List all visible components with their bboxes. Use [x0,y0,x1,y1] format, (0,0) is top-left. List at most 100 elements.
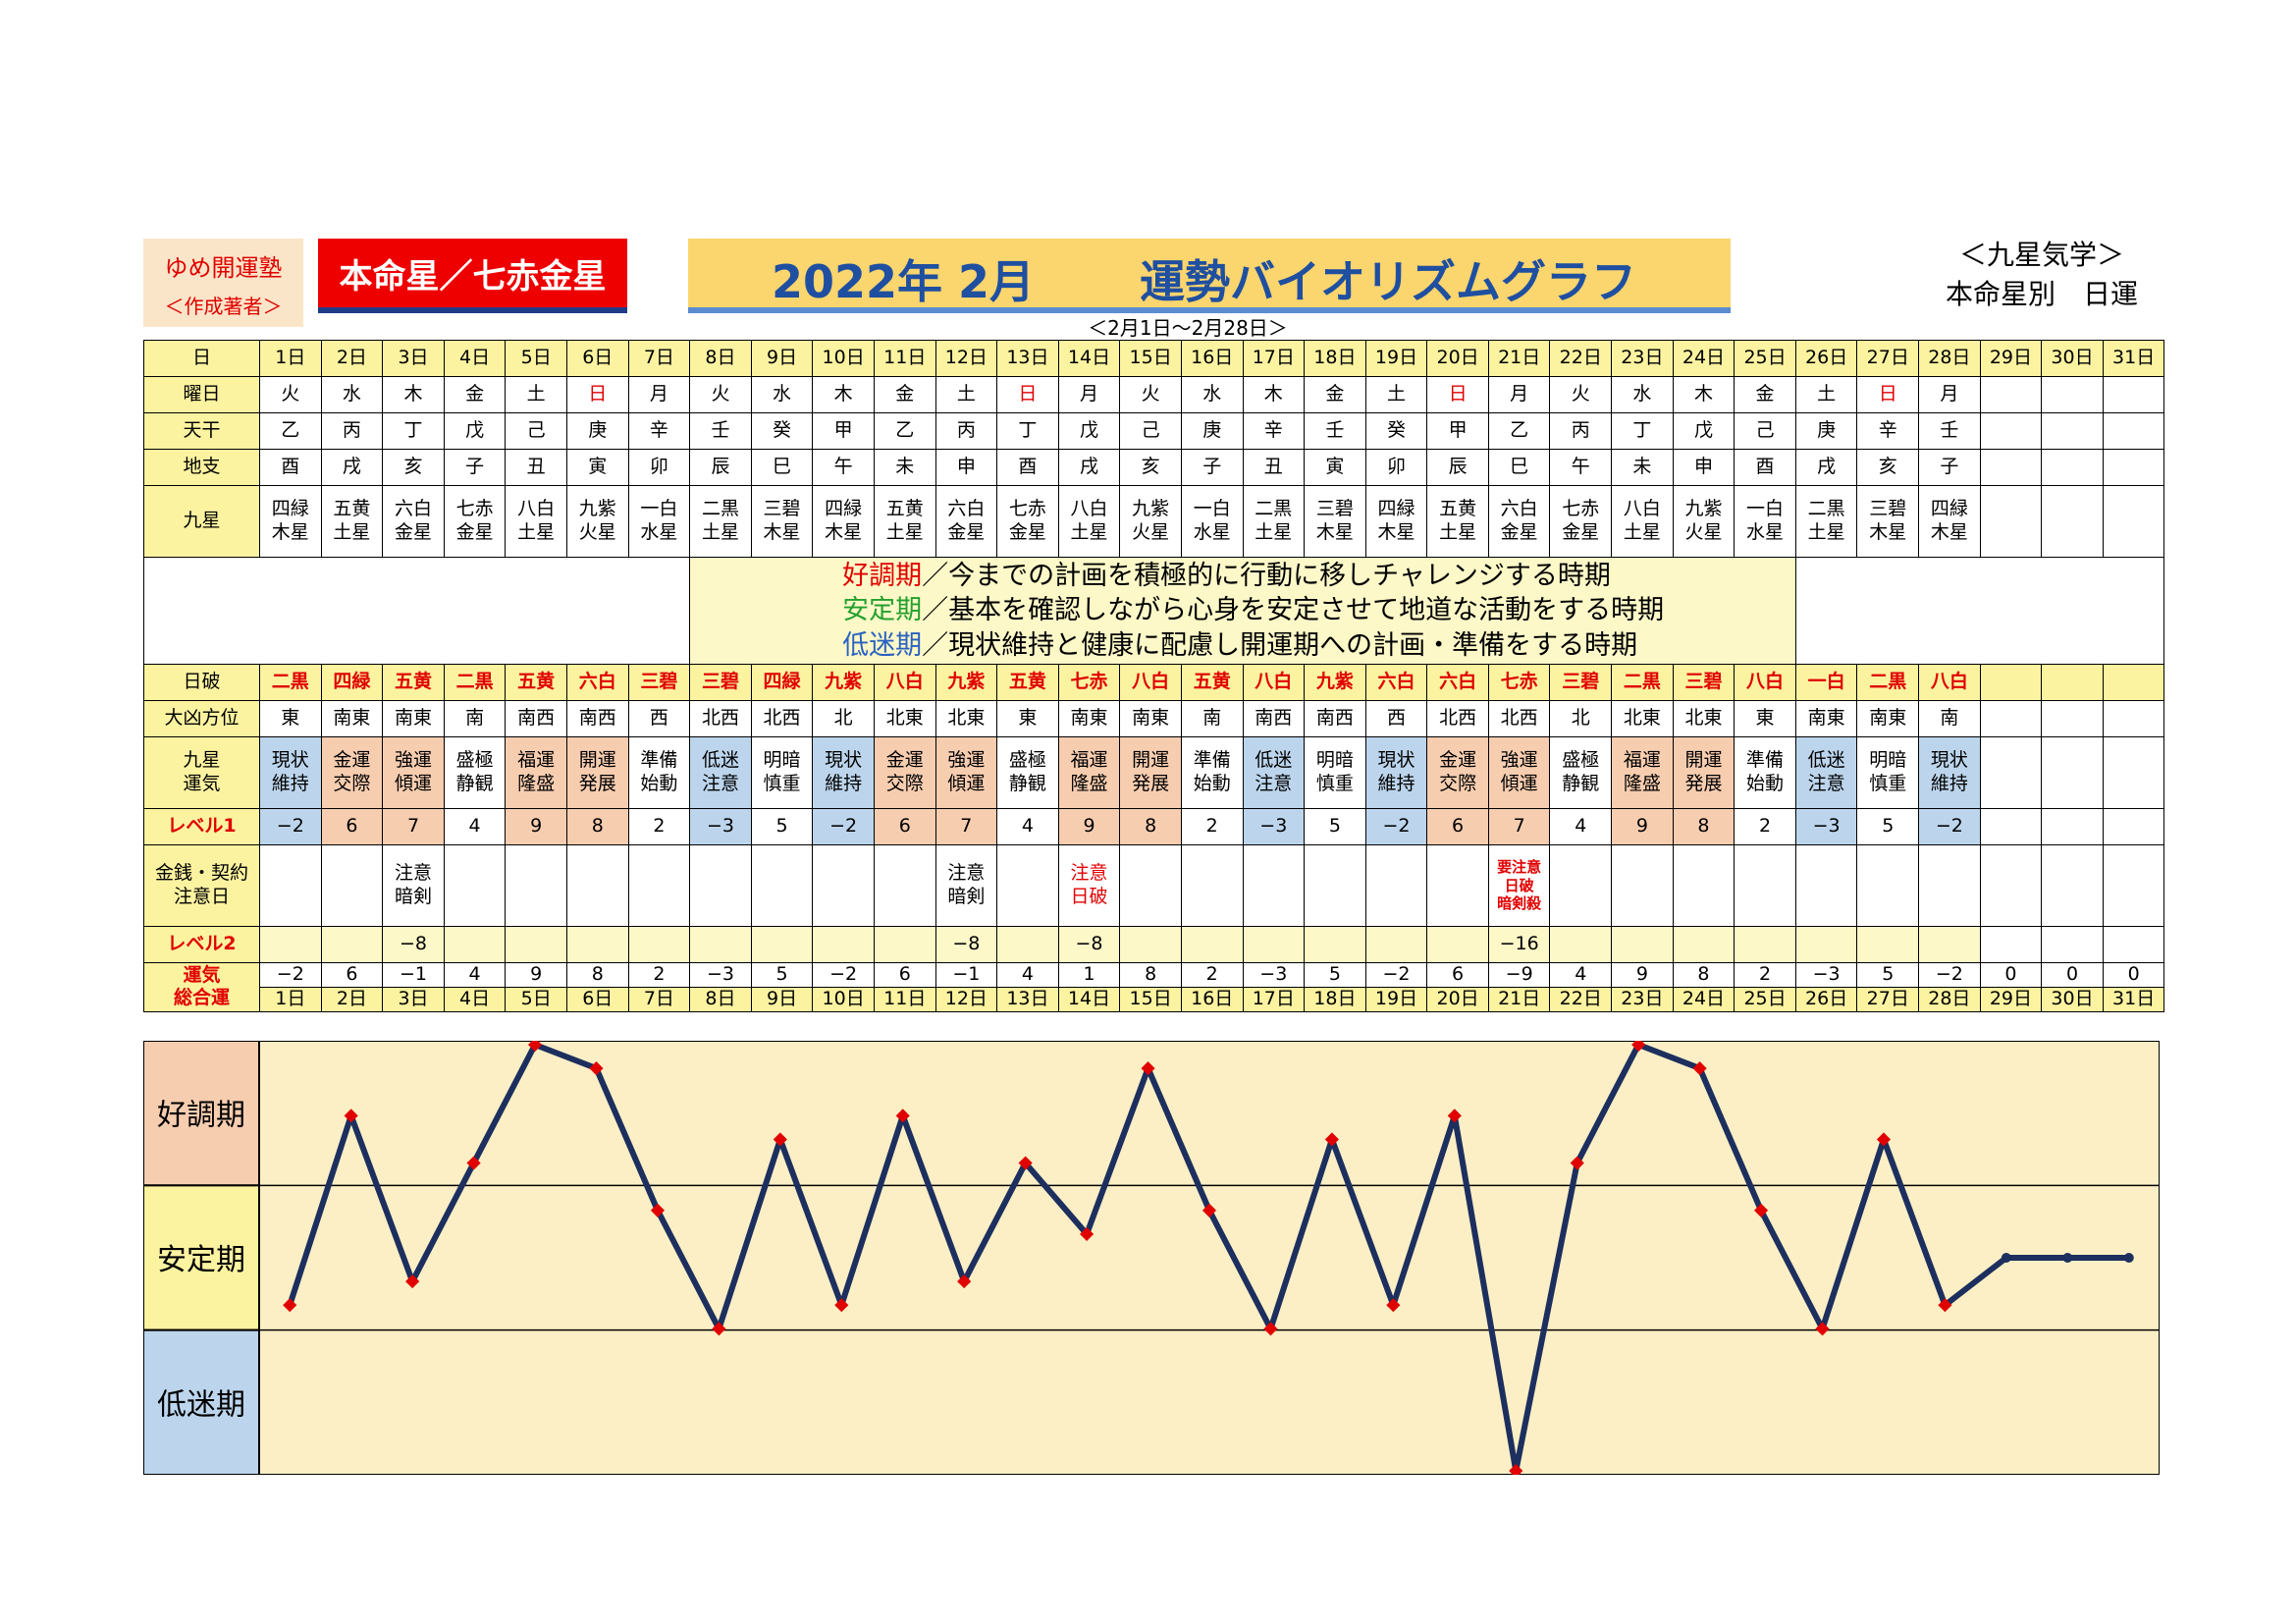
kyusei-cell: 三碧 木星 [750,485,814,558]
weekday-cell: 土 [934,376,998,413]
kinsen-cell [996,844,1059,927]
chishi-cell: 亥 [1119,449,1182,486]
day-cell: 4日 [443,340,507,377]
nichiha-cell: 三碧 [1672,664,1735,701]
row-label-level1: レベル1 [143,808,260,845]
level1-cell [2041,808,2104,845]
level1-cell: 2 [1734,808,1796,845]
day2-cell: 25日 [1734,986,1796,1012]
tenkan-cell: 戊 [1672,412,1735,450]
level2-cell [2041,926,2104,963]
level2-cell [1794,926,1858,963]
nichiha-cell: 三碧 [627,664,691,701]
daikyo-cell: 南西 [565,700,629,737]
day-cell: 29日 [1979,340,2043,377]
unki-cell: 開運 発展 [1672,736,1735,809]
weekday-cell: 日 [1426,376,1489,413]
day2-cell: 1日 [259,986,322,1012]
level1-cell: −2 [1364,808,1428,845]
daikyo-cell: 東 [996,700,1059,737]
fortune-table: 日 1日 2日 3日 4日 5日 6日 7日 8日 9日 10日 11日 12日 13日 14日 15日 16日… [142,340,2165,1012]
unki-cell: 低迷 注意 [1242,736,1306,809]
kinsen-cell [565,844,629,927]
daikyo-cell: 北東 [1611,700,1674,737]
band-0 [143,1041,260,1187]
sogo-cell: 2 [1734,962,1796,988]
data-point [1509,1463,1523,1475]
legend-row: 好調期／今までの計画を積極的に行動に移しチャレンジする時期 安定期／基本を確認しな… [142,557,2165,665]
level2-cell: −8 [1057,926,1121,963]
level1-cell: 7 [1487,808,1551,845]
data-point [1324,1132,1339,1147]
sogo-cell: 9 [1611,962,1674,988]
weekday-cell: 火 [1549,376,1613,413]
weekday-cell: 木 [1672,376,1735,413]
level1-cell: −2 [259,808,322,845]
row-label-weekday: 曜日 [143,376,260,413]
daikyo-cell: 南西 [505,700,567,737]
unki-cell: 金運 交際 [320,736,384,809]
level2-cell [1979,926,2043,963]
data-point [405,1274,420,1289]
row-chishi: 地支酉戌亥子丑寅卯辰巳午未申酉戌亥子丑寅卯辰巳午未申酉戌亥子 [143,449,2165,486]
level2-cell [505,926,567,963]
weekday-cell: 金 [443,376,507,413]
kinsen-cell [505,844,567,927]
tenkan-cell: 丁 [996,412,1059,450]
chishi-cell: 戌 [1057,449,1121,486]
level2-cell [443,926,507,963]
day2-cell: 21日 [1487,986,1551,1012]
tenkan-cell: 乙 [259,412,322,450]
level2-cell [689,926,752,963]
daikyo-cell: 東 [259,700,322,737]
chishi-cell: 寅 [565,449,629,486]
title-banner: 2022年 2月 運勢バイオリズムグラフ [688,239,1731,313]
nichiha-cell: 七赤 [1487,664,1551,701]
kinsen-cell [259,844,322,927]
level1-cell [1979,808,2043,845]
day-cell: 10日 [812,340,875,377]
weekday-cell: 月 [1057,376,1121,413]
chishi-cell: 辰 [689,449,752,486]
day2-cell: 24日 [1672,986,1735,1012]
row-label-kinsen: 金銭・契約 注意日 [143,844,260,927]
day2-cell: 17日 [1242,986,1306,1012]
weekday-cell: 木 [812,376,875,413]
day2-cell: 22日 [1549,986,1613,1012]
day-cell: 30日 [2041,340,2104,377]
kinsen-cell [1611,844,1674,927]
unki-cell: 現状 維持 [259,736,322,809]
kinsen-cell [1672,844,1735,927]
kinsen-cell [1426,844,1489,927]
nichiha-cell: 八白 [1918,664,1981,701]
day2-cell: 6日 [565,986,629,1012]
data-point [1876,1132,1892,1147]
kyusei-cell: 三碧 木星 [1304,485,1366,558]
chishi-cell: 巳 [1487,449,1551,486]
sogo-cell: 5 [1304,962,1366,988]
level2-cell [1119,926,1182,963]
kyusei-cell [2041,485,2104,558]
day2-cell: 19日 [1364,986,1428,1012]
sogo-cell: 6 [1426,962,1489,988]
unki-cell: 盛極 静観 [996,736,1059,809]
day-cell: 8日 [689,340,752,377]
weekday-cell: 日 [565,376,629,413]
title-date: 2022年 2月 [772,255,1036,308]
daikyo-cell [2102,700,2165,737]
unki-cell: 強運 傾運 [1487,736,1551,809]
kinsen-cell [873,844,936,927]
sogo-cell: 5 [1856,962,1920,988]
chishi-cell: 丑 [505,449,567,486]
tenkan-cell [2102,412,2165,450]
day2-cell: 27日 [1856,986,1920,1012]
kinsen-cell [750,844,814,927]
daikyo-cell: 南東 [382,700,445,737]
tenkan-cell: 己 [1119,412,1182,450]
chishi-cell: 亥 [1856,449,1920,486]
nichiha-cell: 二黒 [259,664,322,701]
row-day2: 1日 2日 3日 4日 5日 6日 7日 8日 9日 10日 11日 12日 13日 14日 15日 16日 1… [144,986,2165,1012]
day2-cell: 2日 [320,986,384,1012]
tenkan-cell: 戊 [1057,412,1121,450]
sogo-cell: −1 [934,962,998,988]
